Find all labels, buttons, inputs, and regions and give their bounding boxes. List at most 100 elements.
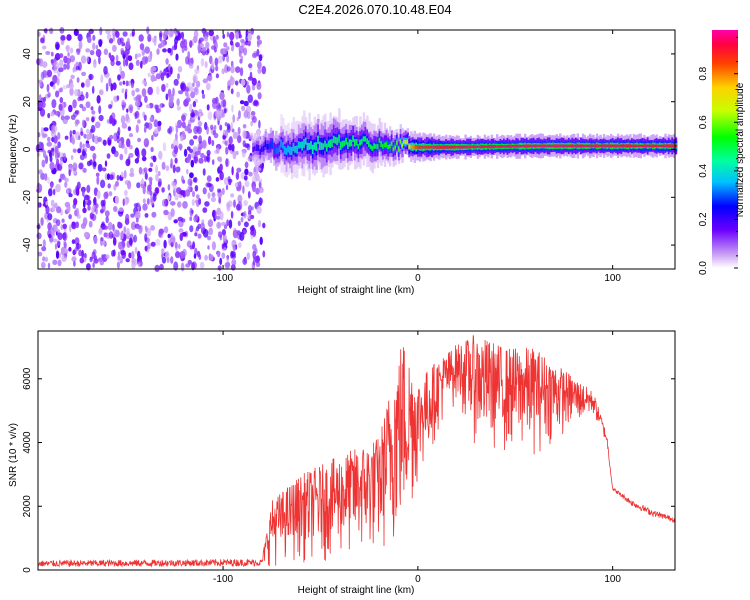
noise-blob [210, 254, 214, 261]
signal-band-cell [639, 144, 643, 148]
noise-blob [42, 133, 48, 138]
noise-blob [60, 224, 63, 231]
noise-blob [47, 112, 51, 119]
noise-blob [243, 210, 247, 219]
signal-band-cell [496, 145, 499, 148]
noise-blob [147, 122, 153, 130]
noise-blob [42, 150, 47, 159]
noise-blob [199, 42, 204, 48]
noise-blob [212, 129, 216, 136]
noise-blob [241, 150, 246, 158]
noise-blob [173, 219, 178, 224]
noise-blob [215, 73, 219, 79]
noise-blob [170, 208, 175, 218]
signal-band-cell [490, 144, 494, 149]
noise-blob [98, 55, 101, 65]
signal-band-cell [538, 144, 541, 148]
signal-band-cell [655, 144, 658, 148]
noise-blob [185, 56, 189, 65]
noise-blob [71, 239, 76, 245]
noise-blob [240, 217, 244, 223]
noise-blob [181, 114, 186, 122]
noise-blob [54, 243, 58, 250]
noise-blob [59, 97, 64, 104]
noise-blob [155, 104, 160, 114]
noise-blob [69, 82, 74, 90]
noise-blob [178, 143, 183, 150]
noise-blob [58, 67, 64, 73]
noise-blob [136, 182, 141, 189]
signal-band-cell [553, 144, 557, 148]
noise-blob [210, 45, 217, 50]
noise-blob [238, 110, 241, 120]
noise-blob [52, 74, 58, 84]
noise-blob [211, 241, 216, 251]
signal-band-cell [354, 139, 357, 147]
noise-blob [130, 82, 134, 89]
noise-blob [215, 177, 220, 182]
noise-blob [174, 35, 180, 41]
noise-blob [133, 234, 138, 243]
signal-band-cell [590, 144, 594, 148]
signal-band-cell [357, 144, 360, 150]
signal-band-cell [643, 144, 646, 148]
noise-blob [135, 124, 139, 133]
signal-band-cell [296, 145, 299, 154]
noise-blob [189, 103, 193, 113]
noise-blob [44, 27, 48, 34]
noise-blob [155, 187, 160, 195]
noise-blob [108, 191, 113, 197]
noise-blob [258, 119, 261, 129]
y-tick-label: 2000 [22, 495, 33, 518]
noise-blob [110, 83, 114, 92]
signal-band-cell [566, 144, 569, 148]
noise-blob [243, 175, 248, 181]
signal-band-cell [492, 144, 495, 149]
noise-blob [99, 89, 104, 96]
noise-blob [205, 182, 211, 188]
noise-blob [129, 32, 133, 37]
signal-band-cell [255, 144, 259, 151]
signal-band-cell [471, 145, 474, 148]
noise-blob [134, 100, 141, 107]
noise-blob [75, 61, 79, 67]
noise-blob [153, 38, 157, 46]
noise-blob [235, 42, 240, 48]
noise-blob [258, 54, 263, 62]
noise-blob [124, 48, 130, 55]
noise-blob [59, 87, 63, 93]
signal-band-cell [450, 145, 453, 149]
noise-blob [57, 141, 61, 149]
signal-band-cell [297, 141, 301, 149]
noise-blob [205, 41, 210, 49]
noise-blob [163, 28, 169, 38]
noise-blob [108, 104, 113, 109]
noise-blob [76, 181, 81, 190]
noise-blob [192, 100, 197, 108]
noise-blob [155, 238, 161, 246]
signal-band-cell [594, 144, 597, 148]
noise-blob [69, 47, 74, 54]
noise-blob [143, 114, 147, 121]
noise-blob [75, 221, 79, 229]
noise-blob [242, 124, 247, 129]
signal-band-cell [278, 145, 281, 153]
signal-band-cell [650, 144, 653, 148]
signal-band-cell [436, 145, 439, 150]
noise-blob [158, 43, 163, 49]
noise-blob [214, 215, 218, 220]
signal-band-cell [266, 143, 269, 150]
noise-blob [256, 167, 262, 172]
signal-band-cell [660, 144, 664, 148]
signal-band-cell [592, 144, 595, 148]
signal-band-cell [397, 146, 401, 152]
noise-blob [154, 128, 159, 135]
noise-blob [155, 86, 160, 95]
noise-blob [125, 258, 130, 263]
noise-blob [251, 84, 256, 91]
noise-blob [82, 167, 87, 173]
signal-band-cell [315, 142, 318, 151]
noise-blob [115, 180, 119, 187]
noise-blob [78, 135, 81, 141]
noise-blob [190, 91, 196, 99]
